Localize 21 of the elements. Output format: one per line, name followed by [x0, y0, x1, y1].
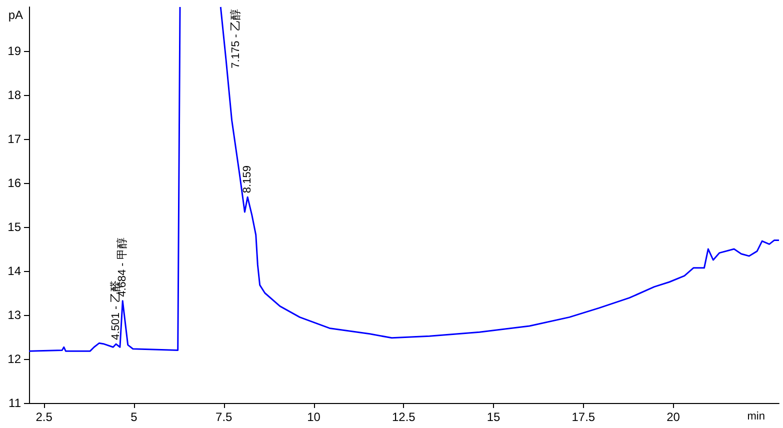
y-tick-label: 17: [8, 132, 22, 146]
x-tick-label: 10: [307, 410, 321, 424]
x-tick-label: 7.5: [216, 410, 233, 424]
y-tick-label: 15: [8, 220, 22, 234]
y-axis-title: pA: [8, 8, 23, 22]
annotation: 7.175 - 乙醇: [229, 9, 242, 68]
x-tick-label: 17.5: [572, 410, 596, 424]
x-tick-label: 5: [130, 410, 138, 424]
x-tick-label: 2.5: [36, 410, 53, 424]
y-tick-label: 18: [8, 88, 22, 102]
y-tick-label: 16: [8, 176, 22, 190]
y-tick-label: 12: [8, 352, 22, 366]
x-axis-title: min: [747, 410, 765, 422]
x-tick-label: 20: [666, 410, 680, 424]
x-tick-label: 15: [486, 410, 501, 424]
y-tick-label: 14: [8, 264, 22, 278]
annotation: 8.159: [242, 166, 254, 194]
y-tick-label: 11: [8, 396, 22, 410]
y-tick-label: 13: [8, 308, 22, 322]
y-tick-label: 19: [8, 44, 22, 58]
x-tick-label: 12.5: [392, 410, 416, 424]
